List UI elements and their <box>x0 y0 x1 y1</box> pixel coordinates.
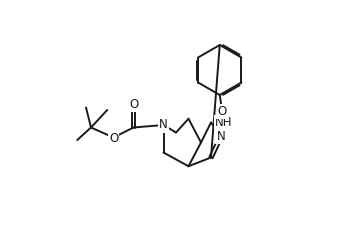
Text: O: O <box>129 98 138 111</box>
Text: N: N <box>159 118 168 132</box>
Text: O: O <box>109 132 118 145</box>
Text: NH: NH <box>215 116 232 129</box>
Text: O: O <box>218 105 227 118</box>
Text: N: N <box>216 130 225 143</box>
